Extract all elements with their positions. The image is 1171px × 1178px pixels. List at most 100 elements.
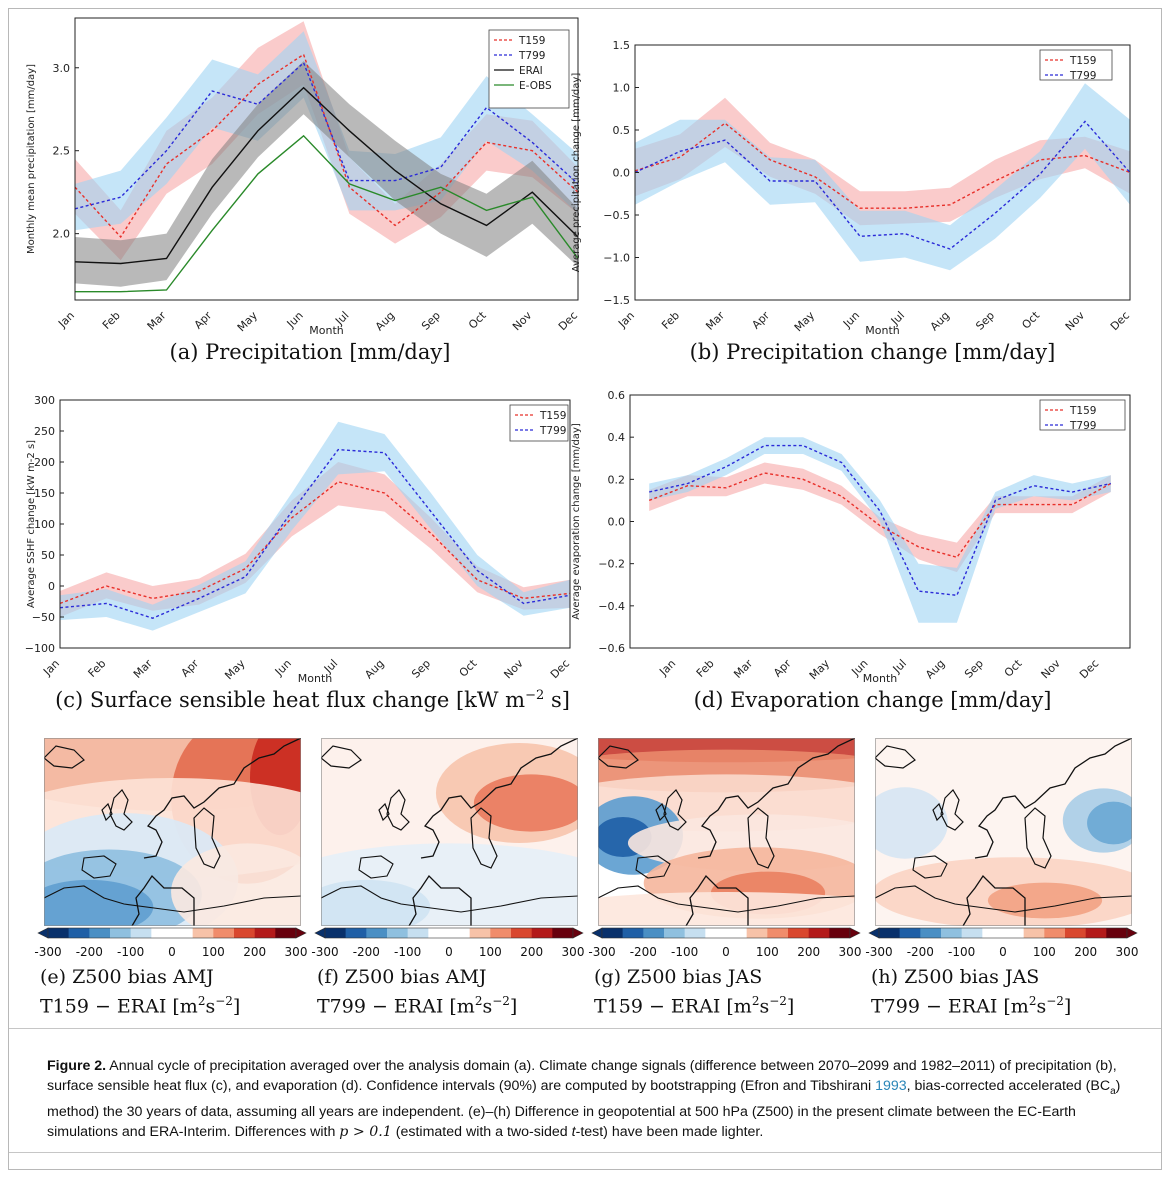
colorbar-cell xyxy=(192,928,214,938)
colorbar-tick-label: -100 xyxy=(948,945,975,959)
legend-label-t799: T799 xyxy=(1069,420,1096,432)
y-axis-label: Average precipitation change [mm/day] xyxy=(571,73,582,273)
colorbar-arrow-left xyxy=(591,927,603,939)
sshf-change-chart: −100 −50 0 50 100 150 200 250 300 Jan Feb Mar Apr May… xyxy=(25,394,572,685)
z500-map-t799-amj xyxy=(321,738,578,926)
coastline-iceland xyxy=(44,745,85,769)
coastline-iberia xyxy=(81,855,117,879)
subcaption-d: (d) Evaporation change [mm/day] xyxy=(693,688,1052,712)
colorbar-cell xyxy=(982,928,1004,938)
colorbar-arrow-right xyxy=(295,927,307,939)
colorbar-cell xyxy=(684,928,706,938)
y-tick-label: 1.5 xyxy=(613,39,631,52)
colorbar-tick-label: 300 xyxy=(1116,945,1139,959)
subcaption-b: (b) Precipitation change [mm/day] xyxy=(689,340,1056,364)
axes-frame xyxy=(74,17,579,301)
colorbar-cell xyxy=(110,928,131,938)
colorbar-cell xyxy=(234,928,255,938)
series-line-e-obs xyxy=(75,134,579,293)
x-tick-label: Jun xyxy=(284,309,306,331)
coastline-scandinavia xyxy=(193,807,221,869)
subcaption-a: (a) Precipitation [mm/day] xyxy=(169,340,451,364)
citation-link[interactable]: 1993 xyxy=(875,1078,907,1094)
series-line-t159 xyxy=(59,481,571,605)
coastline-iberia xyxy=(912,855,948,879)
coastline-britain xyxy=(940,789,964,831)
colorbar-cell xyxy=(602,928,623,938)
coastline-iceland xyxy=(321,745,362,769)
x-tick-label: Nov xyxy=(501,657,526,682)
coastline-south xyxy=(44,885,301,913)
caption-divider-bottom xyxy=(9,1152,1161,1153)
colorbar-cell xyxy=(531,928,553,938)
colorbar-tick-label: -300 xyxy=(588,945,615,959)
figure-frame xyxy=(8,8,1162,1170)
coastline-scandinavia xyxy=(1024,807,1052,869)
coastline-south xyxy=(598,885,855,913)
colorbar-g: -300 -200 -100 0 100 200 300 xyxy=(588,927,861,959)
x-tick-label: Sep xyxy=(973,309,997,333)
colorbar-cell xyxy=(387,928,408,938)
x-tick-label: Aug xyxy=(373,309,397,333)
x-tick-label: Jan xyxy=(656,657,678,679)
y-tick-label: −0.6 xyxy=(598,642,625,655)
z500-field xyxy=(44,738,301,926)
legend-label-t799: T799 xyxy=(1069,70,1096,82)
x-tick-label: Feb xyxy=(86,657,109,680)
colorbar-tick-label: -100 xyxy=(394,945,421,959)
ci-band-erai xyxy=(75,61,578,287)
series-line-erai xyxy=(74,86,579,265)
legend-label-t799: T799 xyxy=(539,425,566,437)
colorbar-cell xyxy=(726,928,747,938)
z500-contour-blob xyxy=(473,774,578,832)
y-tick-label: 0.0 xyxy=(608,516,626,529)
y-tick-label: 3.0 xyxy=(53,62,71,75)
colorbar-tick-label: 200 xyxy=(243,945,266,959)
figure-caption: Figure 2. Annual cycle of precipitation … xyxy=(47,1058,1121,1140)
y-tick-label: 0.5 xyxy=(613,124,631,137)
colorbar-cell xyxy=(622,928,644,938)
map-frame xyxy=(321,738,578,926)
x-tick-label: May xyxy=(222,657,248,683)
z500-contour-blob xyxy=(598,892,855,926)
map-caption-h: (h) Z500 bias JAS T799 − ERAI [m2s−2] xyxy=(871,966,1072,1018)
x-tick-label: Dec xyxy=(548,657,572,681)
y-tick-label: −1.5 xyxy=(603,294,630,307)
colorbar-cell xyxy=(407,928,429,938)
y-tick-label: −0.2 xyxy=(598,558,625,571)
coastline-iceland xyxy=(598,745,639,769)
x-tick-label: May xyxy=(807,657,833,683)
coastline-britain xyxy=(109,789,133,831)
x-tick-label: Jan xyxy=(615,309,637,331)
ci-band-t799 xyxy=(635,83,1130,271)
colorbar-cell xyxy=(705,928,727,938)
colorbar-tick-label: -100 xyxy=(671,945,698,959)
y-tick-label: −50 xyxy=(32,611,55,624)
colorbar-tick-label: 0 xyxy=(168,945,176,959)
colorbar-tick-label: 0 xyxy=(722,945,730,959)
coastline xyxy=(408,738,578,926)
y-tick-label: 100 xyxy=(34,518,55,531)
x-tick-label: Feb xyxy=(100,309,123,332)
x-tick-label: Mar xyxy=(703,309,727,333)
x-axis-label: Month xyxy=(298,672,333,685)
x-tick-label: Feb xyxy=(659,309,682,332)
colorbar-arrow-right xyxy=(572,927,584,939)
colorbar-tick-label: 200 xyxy=(520,945,543,959)
colorbar-tick-label: -300 xyxy=(311,945,338,959)
z500-contour-blob xyxy=(321,879,431,926)
series-line-t159 xyxy=(648,472,1112,559)
colorbar-tick-label: 100 xyxy=(479,945,502,959)
colorbar-tick-label: -100 xyxy=(117,945,144,959)
y-axis-label: Monthly mean precipitation [mm/day] xyxy=(26,64,37,254)
caption-divider-top xyxy=(9,1028,1161,1029)
colorbar-e: -300 -200 -100 0 100 200 300 xyxy=(34,927,307,959)
colorbar-cell xyxy=(1003,928,1024,938)
colorbar-cell xyxy=(1106,928,1128,938)
x-tick-label: Apr xyxy=(749,309,772,332)
z500-contour-blob xyxy=(44,879,154,926)
x-tick-label: May xyxy=(792,309,818,335)
coastline xyxy=(131,738,301,926)
x-tick-label: Nov xyxy=(1063,309,1088,334)
colorbar-cell xyxy=(151,928,173,938)
